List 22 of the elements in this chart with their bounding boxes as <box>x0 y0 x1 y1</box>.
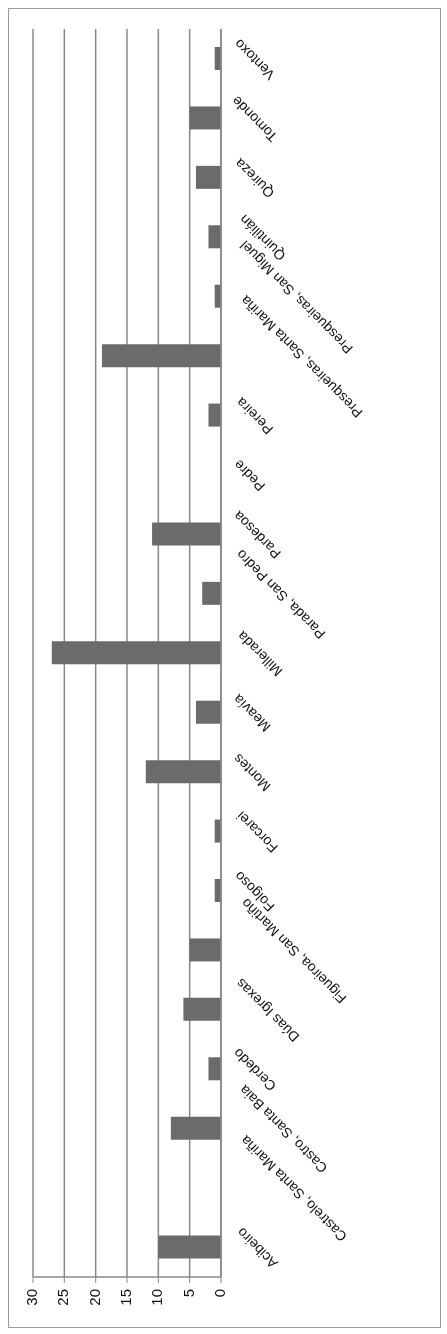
bar <box>170 1116 221 1140</box>
bar <box>189 106 221 130</box>
bar <box>189 938 221 962</box>
bar <box>195 700 221 724</box>
x-tick-label: 25 <box>54 1289 72 1306</box>
bar <box>195 165 221 189</box>
bar <box>145 760 221 784</box>
bar <box>158 1235 221 1259</box>
x-tick-label: 15 <box>116 1289 134 1306</box>
bar <box>208 403 221 427</box>
bar <box>208 225 221 249</box>
bar <box>101 344 221 368</box>
x-tick-label: 5 <box>179 1289 197 1298</box>
x-tick-label: 30 <box>22 1289 40 1306</box>
x-tick-label: 20 <box>85 1289 103 1306</box>
x-tick-label: 10 <box>148 1289 166 1306</box>
bar <box>208 1057 221 1081</box>
bar <box>152 522 221 546</box>
x-tick-label: 0 <box>210 1289 228 1298</box>
bar <box>202 581 221 605</box>
bar <box>51 641 221 665</box>
bar <box>183 997 221 1021</box>
